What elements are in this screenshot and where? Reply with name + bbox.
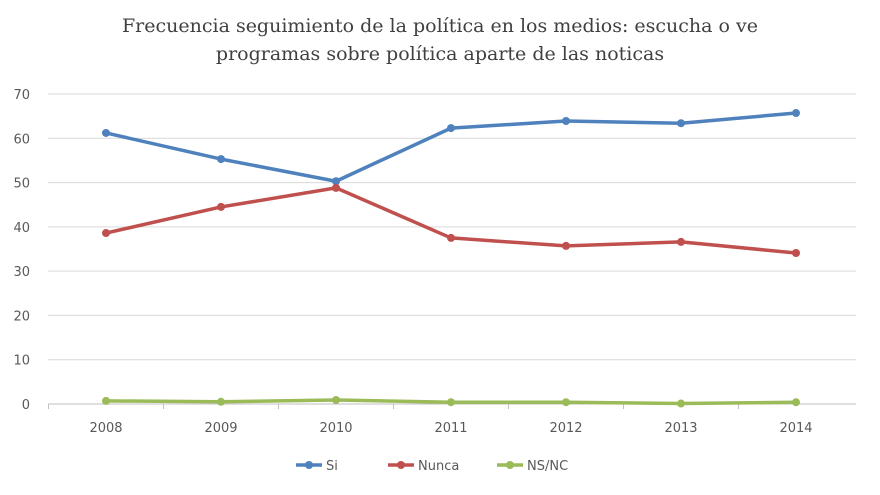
legend-marker — [506, 461, 514, 469]
x-tick-label: 2008 — [89, 421, 122, 436]
data-point — [562, 117, 570, 126]
y-tick-label: 0 — [22, 398, 30, 413]
data-point — [447, 233, 455, 242]
chart-title: Frecuencia seguimiento de la política en… — [0, 12, 880, 68]
legend-marker — [397, 461, 405, 469]
data-point — [217, 397, 225, 406]
series-nunca — [102, 183, 800, 257]
data-point — [677, 237, 685, 246]
legend-label: Si — [326, 459, 338, 474]
data-point — [562, 241, 570, 250]
x-tick-label: 2010 — [319, 421, 352, 436]
data-point — [677, 399, 685, 408]
data-point — [792, 398, 800, 407]
x-tick-label: 2012 — [549, 421, 582, 436]
y-tick-label: 50 — [13, 177, 30, 192]
legend-item: NS/NC — [497, 459, 568, 474]
data-point — [102, 229, 110, 238]
data-point — [792, 109, 800, 118]
series-si — [102, 109, 800, 186]
data-point — [102, 128, 110, 137]
data-point — [677, 119, 685, 128]
legend-marker — [305, 461, 313, 469]
legend-item: Si — [296, 459, 338, 474]
data-point — [562, 398, 570, 407]
chart-title-line-2: programas sobre política aparte de las n… — [215, 43, 665, 65]
y-tick-label: 40 — [13, 221, 30, 236]
x-tick-label: 2014 — [779, 421, 812, 436]
legend-label: NS/NC — [527, 459, 568, 474]
data-point — [332, 183, 340, 192]
data-point — [792, 248, 800, 257]
x-tick-label: 2011 — [434, 421, 467, 436]
chart-title-line-1: Frecuencia seguimiento de la política en… — [121, 15, 758, 37]
x-tick-label: 2009 — [204, 421, 237, 436]
data-point — [332, 177, 340, 186]
data-point — [217, 155, 225, 164]
y-tick-label: 30 — [13, 265, 30, 280]
series-nsnc — [102, 396, 800, 408]
data-point — [217, 202, 225, 211]
y-tick-label: 60 — [13, 132, 30, 147]
y-tick-label: 70 — [13, 88, 30, 103]
legend-label: Nunca — [418, 459, 459, 474]
series-line — [105, 111, 797, 183]
legend-item: Nunca — [388, 459, 459, 474]
data-point — [447, 124, 455, 133]
data-point — [102, 396, 110, 405]
data-point — [332, 396, 340, 405]
x-tick-label: 2013 — [664, 421, 697, 436]
data-point — [447, 398, 455, 407]
y-tick-label: 20 — [13, 309, 30, 324]
y-tick-label: 10 — [13, 354, 30, 369]
series-line — [105, 186, 797, 255]
